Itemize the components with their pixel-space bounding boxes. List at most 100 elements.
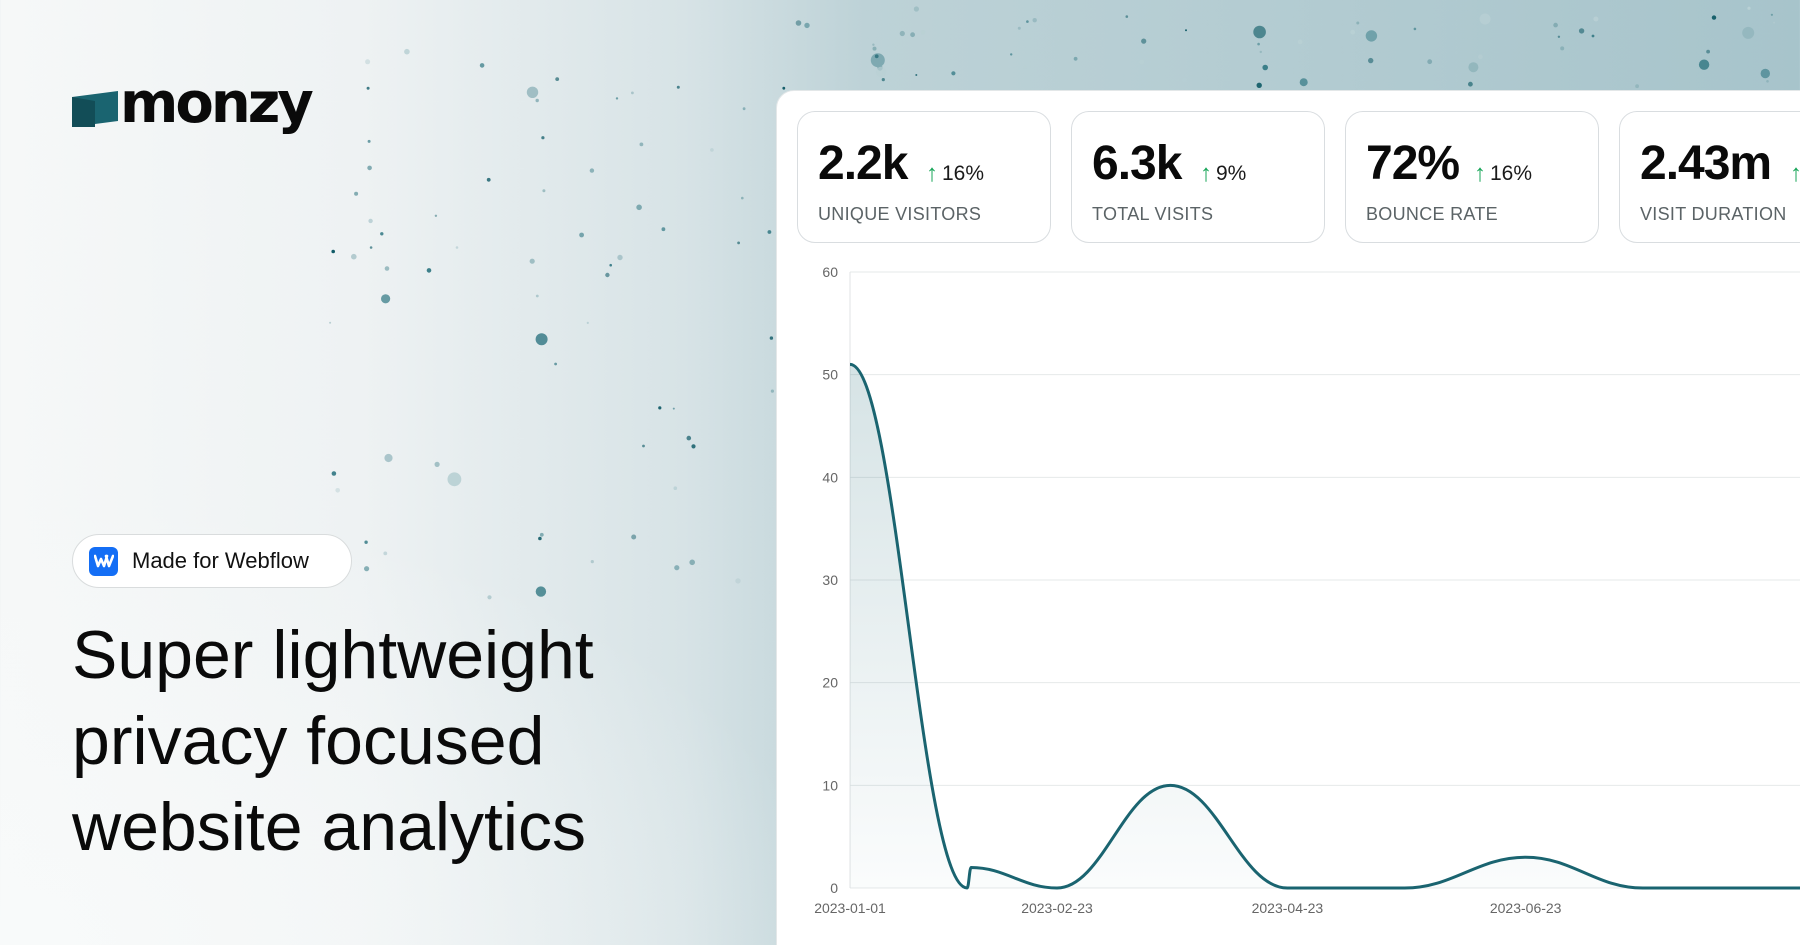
particle-dot	[368, 218, 373, 224]
y-tick-label: 0	[830, 880, 838, 896]
visitors-line-chart: 0 10 20 30 40 50 60 2023-01-01 2023-02-23 2023-04…	[814, 264, 1800, 916]
particle-dot	[674, 565, 680, 571]
particle-dot	[1711, 15, 1717, 20]
particle-dot	[767, 230, 772, 234]
particle-dot	[639, 142, 644, 147]
particle-dot	[535, 98, 539, 103]
particle-dot	[1578, 28, 1585, 34]
particle-dot	[1706, 49, 1710, 54]
particle-dot	[404, 48, 410, 55]
stat-card-bounce-rate[interactable]: 72% ↑ 16% BOUNCE RATE	[1345, 111, 1599, 243]
particle-dot	[434, 461, 440, 467]
stat-change: ↑ 9%	[1200, 160, 1246, 188]
particle-dot	[1766, 80, 1769, 83]
stat-change: ↑ 16%	[926, 160, 984, 188]
particle-dot	[555, 77, 560, 81]
particle-dot	[354, 191, 359, 196]
particle-dot	[1698, 59, 1710, 70]
particle-dot	[686, 435, 692, 441]
particle-dot	[1182, 77, 1187, 82]
particle-dot	[579, 232, 584, 238]
particle-dot	[735, 578, 741, 584]
particle-dot	[434, 214, 438, 217]
particle-dot	[383, 551, 388, 556]
stat-change-value: 16%	[942, 162, 985, 185]
particle-dot	[673, 486, 678, 491]
particle-dot	[535, 586, 547, 597]
particle-dot	[1356, 21, 1360, 25]
particle-dot	[1032, 18, 1037, 23]
particle-dot	[1468, 62, 1479, 73]
particle-dot	[586, 321, 589, 324]
stat-value: 72%	[1366, 137, 1460, 190]
particle-dot	[381, 294, 391, 304]
chart-area-fill	[850, 364, 1800, 889]
webflow-icon	[89, 546, 118, 576]
stat-value: 2.2k	[818, 137, 908, 190]
stat-value: 6.3k	[1092, 137, 1182, 190]
particle-dot	[658, 406, 662, 410]
particle-dot	[615, 97, 619, 100]
particle-dot	[782, 86, 786, 90]
particle-dot	[676, 85, 680, 89]
particle-dot	[1073, 56, 1078, 61]
particle-dot	[741, 196, 744, 200]
particle-dot	[384, 266, 390, 271]
stat-label: TOTAL VISITS	[1092, 204, 1214, 224]
particle-dot	[1557, 35, 1561, 38]
particle-dot	[331, 471, 337, 476]
particle-dot	[1259, 50, 1263, 54]
particle-dot	[1560, 46, 1565, 51]
x-tick-label: 2023-06-23	[1490, 900, 1562, 916]
stat-card-total-visits[interactable]: 6.3k ↑ 9% TOTAL VISITS	[1071, 111, 1325, 243]
particle-dot	[795, 20, 802, 26]
arrow-up-icon: ↑	[926, 160, 938, 187]
y-tick-label: 10	[822, 777, 838, 793]
stat-card-visit-duration[interactable]: 2.43m ↑ VISIT DURATION	[1619, 111, 1800, 243]
particle-dot	[910, 32, 915, 38]
particle-dot	[367, 139, 371, 143]
headline-line-1: Super lightweight	[72, 617, 594, 693]
particle-dot	[769, 336, 774, 340]
particle-dot	[1742, 26, 1755, 39]
particle-dot	[365, 59, 371, 65]
webflow-badge[interactable]: Made for Webflow	[72, 534, 352, 588]
particle-dot	[364, 566, 370, 572]
particle-dot	[535, 294, 539, 298]
stat-change-value: 9%	[1216, 162, 1247, 185]
stat-change: ↑ 16%	[1474, 160, 1532, 188]
particle-dot	[364, 540, 368, 544]
particle-dot	[426, 268, 432, 273]
chart-series-line	[849, 362, 1800, 890]
particle-dot	[920, 30, 926, 35]
x-tick-label: 2023-04-23	[1252, 900, 1324, 916]
stat-change-value: 16%	[1490, 162, 1533, 185]
particle-dot	[541, 136, 545, 140]
particle-dot	[1253, 25, 1266, 39]
particle-dot	[1350, 29, 1356, 35]
particle-dot	[1468, 81, 1473, 87]
particle-dot	[636, 204, 642, 211]
particle-dot	[539, 532, 544, 537]
particle-dot	[913, 6, 920, 12]
particle-dot	[335, 488, 341, 493]
particle-dot	[380, 232, 384, 236]
particle-dot	[642, 444, 645, 448]
analytics-dashboard-panel: 2.2k ↑ 16% UNIQUE VISITORS 6.3k ↑ 9% TOT…	[776, 90, 1800, 945]
particle-dot	[605, 272, 610, 278]
y-tick-label: 40	[822, 469, 838, 485]
particle-dot	[875, 66, 887, 78]
arrow-up-icon: ↑	[1200, 160, 1212, 187]
particle-dot	[1593, 16, 1599, 22]
particle-dot	[770, 389, 775, 393]
particle-dot	[529, 258, 535, 264]
particle-dot	[874, 54, 879, 59]
particle-dot	[329, 321, 332, 324]
particle-dot	[331, 249, 336, 254]
particle-dot	[672, 407, 675, 410]
particle-dot	[951, 71, 956, 76]
particle-dot	[1299, 78, 1308, 87]
particle-dot	[1257, 42, 1260, 46]
stat-card-unique-visitors[interactable]: 2.2k ↑ 16% UNIQUE VISITORS	[797, 111, 1051, 243]
headline-line-3: website analytics	[72, 789, 587, 865]
